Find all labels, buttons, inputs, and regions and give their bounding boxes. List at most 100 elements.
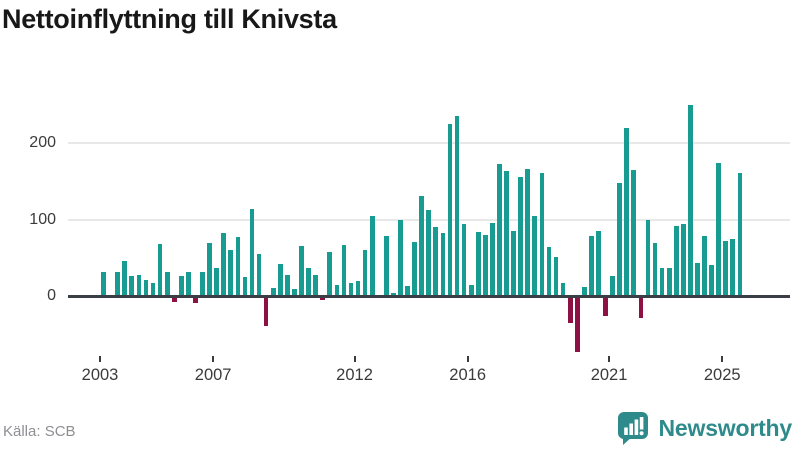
bar (242, 276, 248, 296)
bar (285, 274, 290, 296)
bar (143, 279, 149, 296)
bar (497, 164, 502, 296)
bar (171, 296, 177, 302)
bar (320, 296, 326, 300)
bar (334, 284, 340, 296)
bar (482, 234, 488, 296)
bar (178, 276, 184, 296)
bar (200, 272, 205, 296)
bar (546, 247, 552, 296)
bar (532, 215, 538, 296)
x-tick (212, 356, 215, 362)
source-text: Källa: SCB (3, 423, 76, 440)
chart-title: Nettoinflyttning till Knivsta (2, 4, 337, 34)
bar (348, 282, 354, 296)
bar (235, 237, 241, 296)
bar (574, 296, 580, 353)
bar (617, 182, 623, 296)
bar (490, 223, 495, 296)
x-tick (608, 356, 611, 362)
bar (433, 227, 439, 296)
bar (101, 271, 106, 296)
y-tick-label: 0 (47, 287, 56, 304)
bar (313, 274, 318, 296)
bar (341, 244, 347, 296)
x-tick-label: 2016 (449, 366, 487, 384)
bar (673, 226, 679, 296)
bar (299, 245, 304, 296)
bar (504, 170, 509, 296)
y-tick-label: 100 (29, 210, 56, 228)
x-tick-label: 2021 (590, 366, 628, 384)
bar (468, 284, 474, 296)
bar (737, 172, 743, 296)
bar (221, 233, 227, 296)
bar (129, 276, 135, 296)
bar (610, 276, 615, 296)
newsworthy-logo-text: Newsworthy (658, 415, 793, 441)
bar (666, 268, 672, 296)
bar (702, 236, 707, 296)
zero-line (68, 294, 790, 298)
bar (525, 169, 531, 296)
bar (327, 252, 333, 296)
bar (355, 280, 361, 296)
x-tick (353, 356, 356, 362)
y-tick-label: 200 (29, 134, 56, 151)
bar (270, 288, 276, 296)
bar (518, 177, 524, 296)
bar (115, 272, 120, 296)
bar (709, 264, 714, 296)
bar (186, 272, 191, 296)
x-tick (99, 356, 101, 362)
bar (454, 116, 460, 296)
bar (560, 282, 566, 296)
bar (539, 172, 545, 296)
bar (122, 260, 128, 296)
bar (581, 286, 587, 296)
bar (596, 230, 601, 296)
bar (603, 296, 608, 316)
bar (157, 243, 163, 296)
x-tick-label: 2012 (336, 366, 373, 384)
bar (263, 296, 269, 327)
bar (391, 292, 396, 296)
bar (193, 296, 198, 304)
bar (716, 162, 721, 296)
bar (214, 268, 219, 296)
bar (384, 235, 389, 296)
bar (475, 231, 481, 296)
newsworthy-logo[interactable]: Newsworthy (617, 411, 792, 446)
bar (589, 236, 594, 296)
bar (631, 169, 637, 296)
bar (256, 253, 262, 296)
bar (164, 271, 170, 296)
bar (723, 240, 729, 296)
x-tick (721, 356, 724, 362)
bar (645, 219, 651, 296)
bar (369, 216, 375, 296)
bar (228, 250, 234, 296)
bar (426, 209, 432, 296)
gridline (68, 142, 790, 144)
x-tick-label: 2003 (81, 366, 119, 384)
bar (249, 208, 255, 296)
bar (136, 274, 142, 296)
x-tick-label: 2007 (194, 366, 232, 384)
bar (688, 104, 693, 296)
x-tick-label: 2025 (703, 366, 741, 384)
bar (440, 233, 446, 296)
bar (680, 224, 686, 296)
bar (292, 289, 297, 296)
bar (412, 241, 417, 296)
bar (695, 263, 700, 296)
bar (150, 282, 156, 296)
bar (306, 268, 311, 296)
bar (659, 268, 665, 296)
bar (730, 238, 736, 296)
x-tick (466, 356, 469, 362)
bar (277, 263, 283, 296)
bar (553, 256, 559, 296)
